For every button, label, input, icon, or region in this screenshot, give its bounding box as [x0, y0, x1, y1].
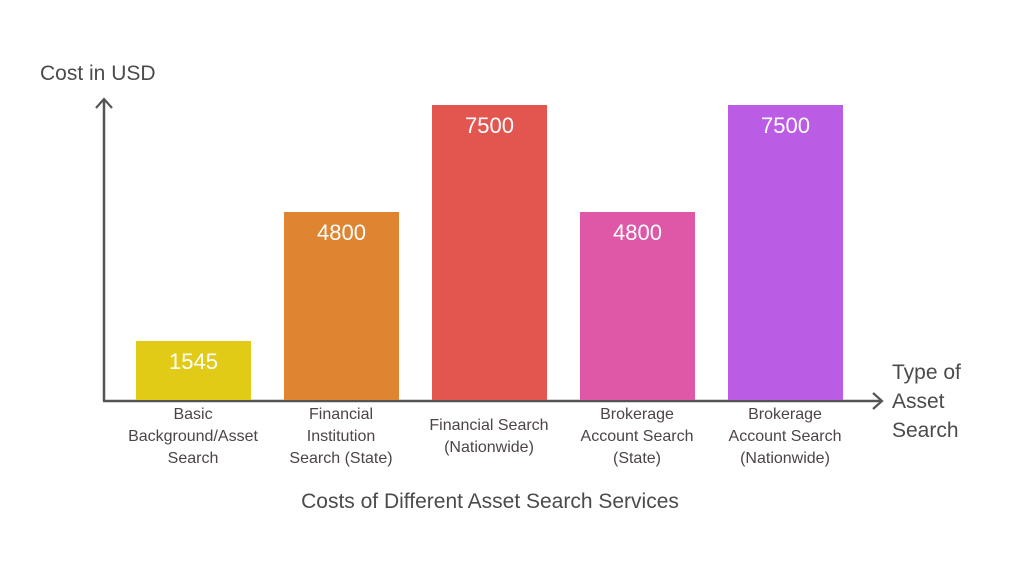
- arrow-right-icon: [872, 392, 884, 410]
- category-label-line: Account Search: [728, 428, 842, 445]
- category-label-line: Brokerage: [748, 406, 822, 423]
- category-label-line: Financial: [308, 406, 374, 423]
- arrow-up-icon: [95, 97, 113, 109]
- bar-financial-search-nationwide: 7500: [432, 105, 547, 400]
- category-label-line: (Nationwide): [740, 450, 830, 467]
- bar-value-label: 4800: [613, 220, 662, 245]
- category-label-line: (State): [612, 450, 661, 467]
- category-label: Brokerage Account Search (Nationwide): [710, 404, 860, 470]
- x-axis-title-line: Search: [892, 419, 959, 442]
- y-axis-title: Cost in USD: [40, 62, 156, 85]
- category-label-line: Institution: [306, 428, 376, 445]
- bar-financial-institution-search-state: 4800: [284, 212, 399, 400]
- category-label: Brokerage Account Search (State): [562, 404, 712, 470]
- bar-basic-background-asset-search: 1545: [136, 341, 251, 400]
- bar-value-label: 1545: [169, 349, 218, 374]
- category-label-line: Financial Search: [429, 417, 549, 434]
- category-label-line: Search (State): [289, 450, 393, 467]
- category-label: Financial Search (Nationwide): [414, 415, 564, 459]
- category-label-line: Brokerage: [600, 406, 674, 423]
- x-axis-title-line: Type of: [892, 361, 961, 384]
- x-axis: [103, 392, 884, 410]
- bar-value-label: 4800: [317, 220, 366, 245]
- category-label-line: Account Search: [580, 428, 694, 445]
- category-label-line: Basic: [173, 406, 213, 423]
- x-axis-title: Type of Asset Search: [892, 358, 1012, 445]
- category-label: Financial Institution Search (State): [266, 404, 416, 470]
- category-label-line: Background/Asset: [128, 428, 258, 445]
- category-label-line: Search: [167, 450, 219, 467]
- x-axis-title-line: Asset: [892, 390, 945, 413]
- chart-title: Costs of Different Asset Search Services: [301, 490, 679, 513]
- category-label-line: (Nationwide): [444, 439, 534, 456]
- bar-brokerage-account-search-nationwide: 7500: [728, 105, 843, 400]
- bar-value-label: 7500: [761, 113, 810, 138]
- bar-value-label: 7500: [465, 113, 514, 138]
- category-label: Basic Background/Asset Search: [118, 404, 268, 470]
- y-axis: [95, 97, 113, 401]
- bar-brokerage-account-search-state: 4800: [580, 212, 695, 400]
